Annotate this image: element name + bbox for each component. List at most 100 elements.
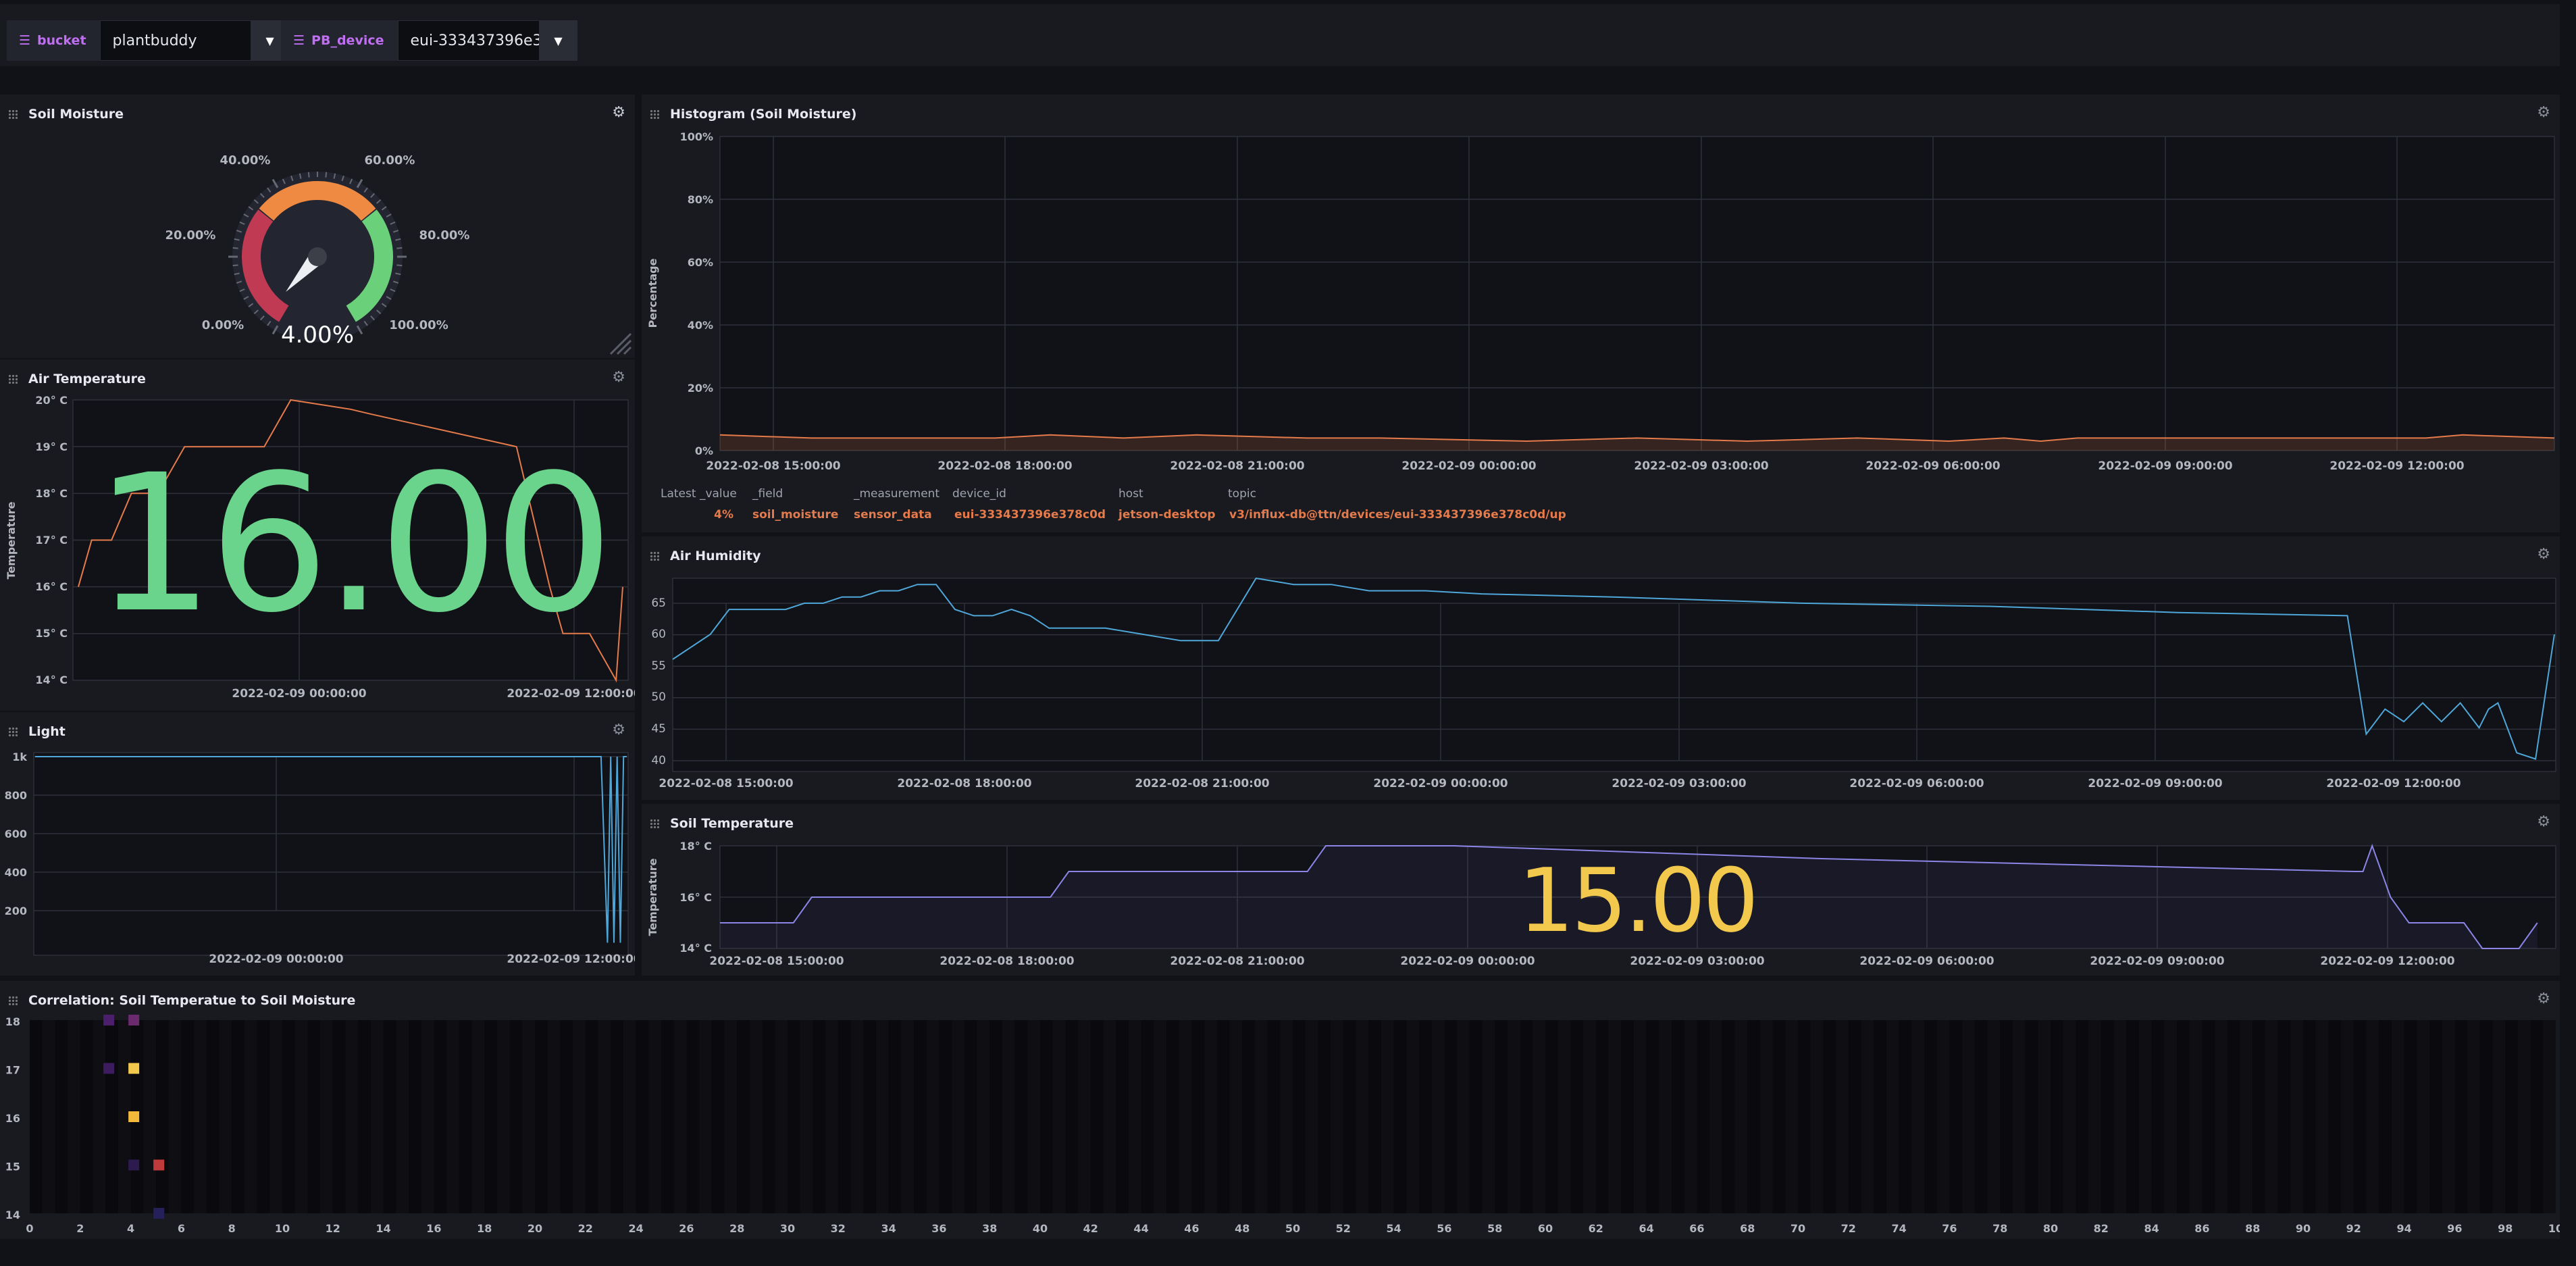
drag-handle-icon[interactable]	[650, 551, 659, 561]
heatmap-bg-cell	[1128, 1020, 1141, 1213]
legend-header: host	[1118, 487, 1143, 501]
heatmap-bg-cell	[1027, 1020, 1040, 1213]
gear-icon[interactable]: ⚙	[2537, 813, 2550, 830]
heatmap-bg-cell	[2290, 1020, 2303, 1213]
y-tick: 40	[651, 754, 666, 767]
gauge-tick-mark	[259, 193, 265, 198]
y-tick: 65	[651, 597, 666, 610]
gauge-tick-mark	[363, 187, 368, 193]
y-tick: 45	[651, 722, 666, 736]
heatmap-bg-cell	[850, 1020, 864, 1213]
heatmap-bg-cell	[194, 1020, 207, 1213]
heatmap-cell	[153, 1208, 165, 1219]
x-tick: 10	[275, 1222, 290, 1235]
gauge-tick-mark	[239, 221, 245, 225]
y-tick: 18	[5, 1015, 20, 1028]
gauge-tick-mark	[356, 178, 363, 188]
gauge-tick: 0.00%	[202, 318, 244, 332]
heatmap-bg-cell	[1759, 1020, 1773, 1213]
y-tick: 14	[5, 1209, 20, 1221]
drag-handle-icon[interactable]	[650, 109, 659, 119]
legend-header: _measurement	[853, 487, 939, 501]
gauge-segment	[259, 181, 376, 221]
x-tick: 98	[2498, 1222, 2513, 1235]
series-line	[672, 577, 2555, 760]
gauge-tick-mark	[392, 230, 399, 233]
gear-icon[interactable]: ⚙	[2537, 990, 2550, 1007]
gear-icon[interactable]: ⚙	[612, 721, 625, 738]
x-tick: 40	[1033, 1222, 1048, 1235]
panel-title: Air Temperature	[28, 372, 146, 386]
gauge-tick: 60.00%	[365, 153, 415, 168]
gauge-tick-mark	[253, 309, 259, 315]
x-tick: 30	[780, 1222, 795, 1235]
x-tick: 54	[1386, 1222, 1401, 1235]
x-tick: 2022-02-09 03:00:00	[1612, 777, 1746, 790]
x-tick: 96	[2447, 1222, 2462, 1235]
y-tick: 60	[651, 628, 666, 641]
drag-handle-icon[interactable]	[8, 996, 18, 1005]
y-tick: 400	[5, 866, 27, 879]
x-tick: 4	[127, 1222, 134, 1235]
gear-icon[interactable]: ⚙	[2537, 546, 2550, 563]
gear-icon[interactable]: ⚙	[612, 104, 625, 121]
heatmap-bg-cell	[345, 1020, 359, 1213]
drag-handle-icon[interactable]	[8, 109, 18, 119]
drag-handle-icon[interactable]	[650, 819, 659, 828]
x-tick: 2022-02-08 15:00:00	[659, 777, 793, 790]
gauge-tick-mark	[236, 230, 242, 233]
air-humidity-panel: Air Humidity ⚙ 65 60 55 50 45 40 2022-02…	[642, 536, 2560, 800]
gauge-tick: 80.00%	[419, 228, 470, 243]
gauge-tick-mark	[386, 296, 392, 300]
panel-title: Light	[28, 724, 66, 739]
histogram-chart: Percentage 100% 80% 60% 40% 20% 0% 2022-…	[646, 130, 2555, 522]
x-tick: 52	[1336, 1222, 1351, 1235]
variable-value[interactable]: plantbuddy	[99, 20, 251, 61]
hamburger-icon: ☰	[19, 33, 31, 48]
heatmap-bg-cell	[926, 1020, 939, 1213]
x-tick: 0	[26, 1222, 33, 1235]
resize-handle-icon[interactable]	[609, 332, 632, 355]
y-tick: 40%	[688, 319, 713, 332]
x-tick: 80	[2043, 1222, 2058, 1235]
heatmap-bg-cell	[1659, 1020, 1672, 1213]
gear-icon[interactable]: ⚙	[2537, 104, 2550, 121]
y-tick: 15° C	[35, 627, 68, 640]
heatmap-bg-cell	[2113, 1020, 2127, 1213]
variable-value[interactable]: eui-333437396e3	[397, 20, 540, 61]
x-tick: 2022-02-08 15:00:00	[706, 459, 840, 473]
y-tick: 0%	[695, 445, 713, 457]
drag-handle-icon[interactable]	[8, 374, 18, 384]
variable-pb-device[interactable]: ☰ PB_device eui-333437396e3 ▼	[281, 20, 577, 61]
heatmap-bg-cell	[1254, 1020, 1268, 1213]
air-humidity-chart: 65 60 55 50 45 40 2022-02-08 15:00:00 20…	[651, 577, 2556, 790]
variable-label: ☰ bucket	[7, 20, 100, 61]
x-tick: 36	[931, 1222, 946, 1235]
drag-handle-icon[interactable]	[8, 727, 18, 736]
heatmap-bg-cell	[1507, 1020, 1520, 1213]
heatmap-bg-cell	[2391, 1020, 2404, 1213]
heatmap-bg-cell	[1103, 1020, 1116, 1213]
variable-bucket[interactable]: ☰ bucket plantbuddy ▼	[7, 20, 289, 61]
series-line	[720, 844, 2538, 949]
heatmap-bg-cell	[1482, 1020, 1495, 1213]
air-temperature-chart: Temperature 20° C 19° C 18° C 17° C 16° …	[5, 394, 635, 701]
heatmap-bg-cell	[1557, 1020, 1571, 1213]
legend-header: topic	[1228, 487, 1256, 501]
x-tick: 66	[1689, 1222, 1704, 1235]
heatmap-cell	[153, 1159, 165, 1171]
x-tick: 12	[326, 1222, 340, 1235]
heatmap-bg-cell	[93, 1020, 106, 1213]
heatmap-bg-cell	[42, 1020, 55, 1213]
gauge-tick: 20.00%	[165, 228, 216, 243]
light-panel: Light ⚙ 1k 800 600 400 200 2022-02-09 00…	[0, 712, 635, 976]
heatmap-bg-cell	[648, 1020, 661, 1213]
chevron-down-icon[interactable]: ▼	[539, 20, 577, 61]
x-tick: 2022-02-09 06:00:00	[1849, 777, 1984, 790]
x-tick: 2022-02-09 00:00:00	[209, 953, 343, 966]
gear-icon[interactable]: ⚙	[612, 369, 625, 386]
gauge: 0.00% 20.00% 40.00% 60.00% 80.00% 100.00…	[165, 153, 470, 349]
y-tick: 100%	[680, 130, 713, 143]
gauge-tick-mark	[239, 288, 245, 293]
legend-header: device_id	[952, 487, 1006, 501]
